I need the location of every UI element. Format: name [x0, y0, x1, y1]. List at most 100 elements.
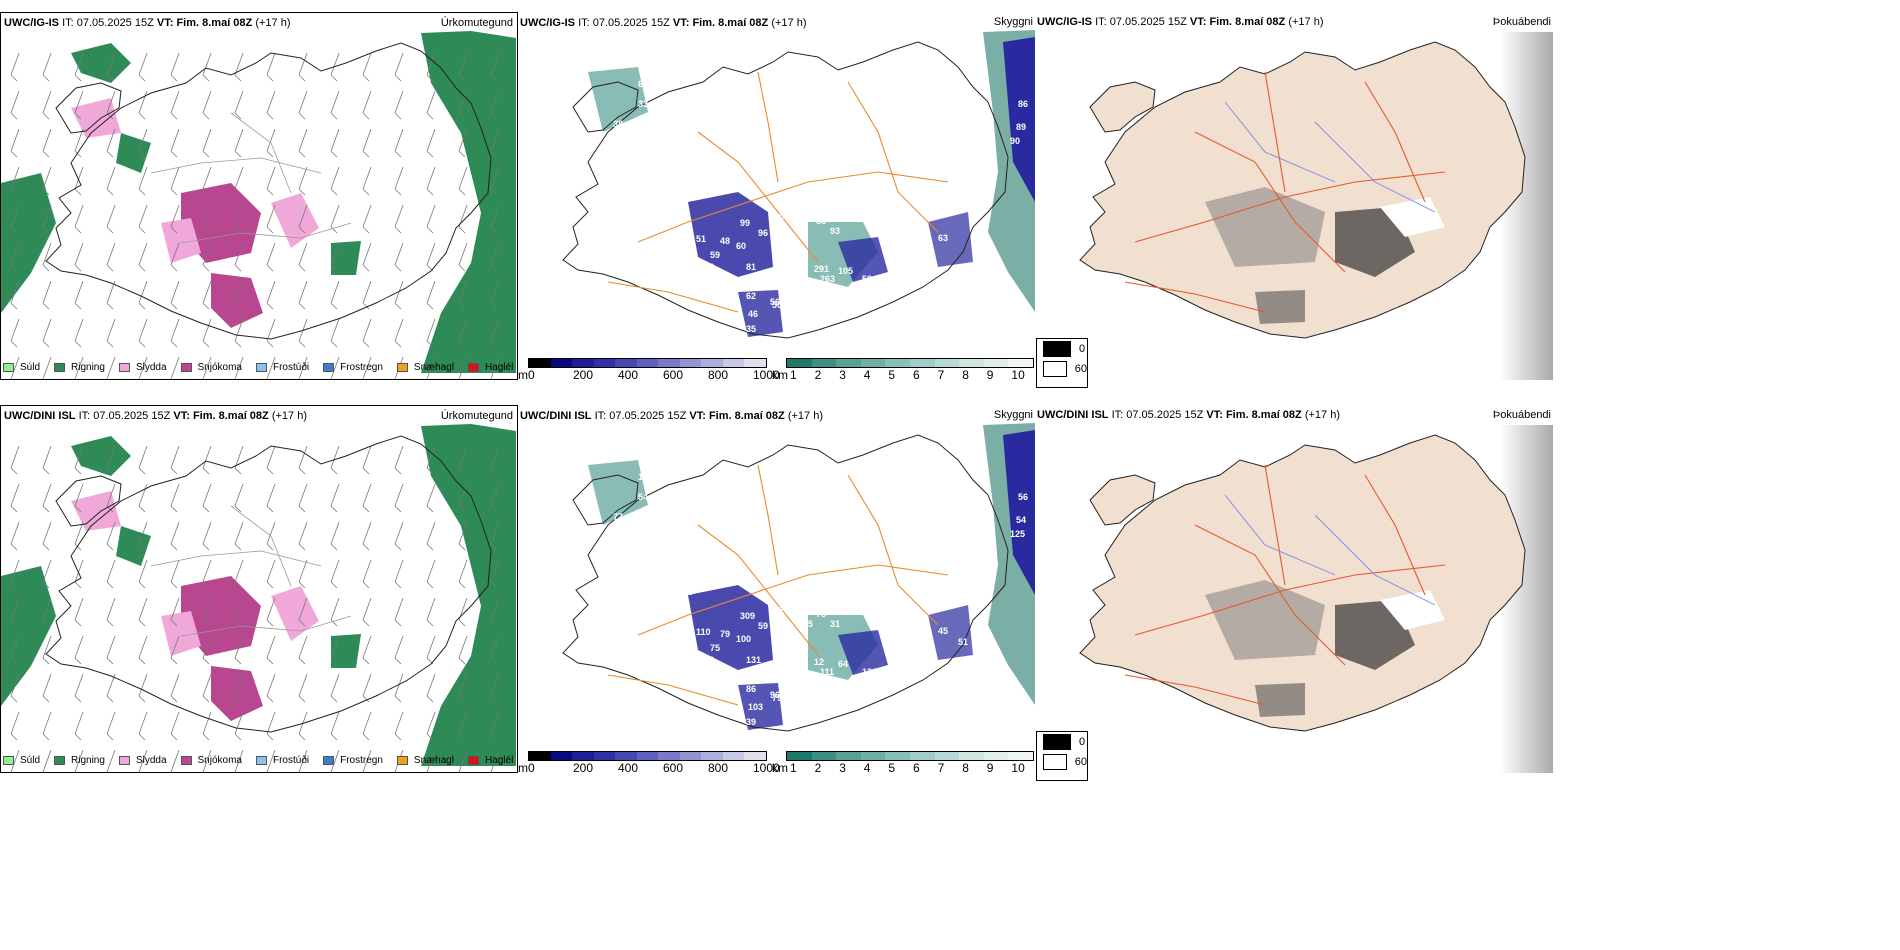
visibility-value-label: 59 — [758, 621, 768, 631]
visibility-value-label: 77 — [613, 512, 623, 522]
legend-item: Rigning — [54, 755, 105, 766]
legend-item: Snjókoma — [180, 362, 242, 373]
visibility-value-label: 41 — [920, 626, 930, 636]
precip-map — [1, 31, 516, 379]
visibility-value-label: 38 — [613, 119, 623, 129]
visibility-value-label: 35 — [746, 324, 756, 334]
fog-index-panel: UWC/IG-IS IT: 07.05.2025 15Z VT: Fim. 8.… — [1035, 12, 1553, 380]
visibility-value-label: 35 — [798, 226, 808, 236]
model-name: UWC/DINI ISL — [520, 410, 592, 422]
visibility-value-label: 105 — [838, 266, 853, 276]
visibility-value-label: 309 — [740, 611, 755, 621]
legend-swatch — [180, 756, 192, 765]
vis-bar-segment — [836, 359, 861, 367]
visibility-value-label: 90 — [1010, 136, 1020, 146]
height-bar-segment — [529, 359, 551, 367]
height-tick: 1000 — [753, 761, 780, 775]
vis-tick: 2 — [814, 368, 822, 382]
height-bar-segment — [550, 359, 573, 367]
visibility-value-label: 100 — [736, 634, 751, 644]
visibility-value-label: 31 — [830, 619, 840, 629]
visibility-panel: 64 85 86 89 90 33 38 79 97 60 99 80 96 86 93 35 51 48 60 59… — [518, 12, 1035, 380]
vis-bar-segment — [909, 359, 935, 367]
height-tick: 600 — [663, 368, 684, 382]
model-name: UWC/IG-IS — [1037, 16, 1092, 28]
visibility-ticks: km 1 2 3 4 5 6 7 8 9 10 — [772, 368, 1034, 384]
vis-tick: 2 — [814, 761, 822, 775]
vis-tick: 6 — [913, 368, 920, 382]
visibility-value-label: 56 — [1018, 492, 1028, 502]
vis-bar-segment — [1008, 752, 1033, 760]
height-ticks: m 0 200 400 600 800 1000 — [518, 761, 780, 777]
visibility-value-label: 97 — [678, 194, 688, 204]
visibility-value-label: 51 — [696, 234, 706, 244]
precip-type-panel: UWC/IG-IS IT: 07.05.2025 15Z VT: Fim. 8.… — [0, 12, 518, 380]
legend-item: Slydda — [118, 362, 167, 373]
model-name: UWC/IG-IS — [520, 17, 575, 29]
visibility-value-label: 33 — [638, 99, 648, 109]
fog-swatch — [1043, 734, 1071, 750]
height-bar-segment — [722, 752, 745, 760]
vis-tick: 9 — [986, 368, 994, 382]
vis-tick: 8 — [962, 761, 969, 775]
legend-item: Haglél — [467, 755, 513, 766]
fog-swatch — [1043, 341, 1071, 357]
height-bar-segment — [744, 752, 767, 760]
visibility-value-label: 96 — [758, 228, 768, 238]
wind-barbs — [10, 445, 500, 772]
visibility-value-label: 86 — [816, 216, 826, 226]
height-unit: m — [518, 368, 528, 382]
visibility-value-label: 54 — [638, 492, 648, 502]
visibility-colorbar — [786, 358, 1034, 368]
visibility-value-label: 131 — [746, 655, 761, 665]
visibility-value-label: 291 — [814, 264, 829, 274]
legend-item: Frostregn — [323, 362, 383, 373]
visibility-value-label: 67 — [883, 462, 893, 472]
visibility-value-label: 54 — [920, 233, 930, 243]
visibility-value-label: 67 — [806, 282, 816, 292]
visibility-value-label: 54 — [1016, 515, 1026, 525]
visibility-value-label: 73 — [704, 262, 714, 272]
height-bar-segment — [572, 359, 594, 367]
height-tick: 400 — [618, 761, 639, 775]
vis-tick: 5 — [888, 761, 896, 775]
visibility-value-label: 12 — [814, 657, 824, 667]
visibility-panel-title: UWC/IG-IS IT: 07.05.2025 15Z VT: Fim. 8.… — [520, 17, 807, 29]
panel-label: Úrkomutegund — [440, 17, 513, 29]
height-bar-segment — [550, 752, 573, 760]
precip-map — [1, 424, 516, 772]
visibility-value-label: 85 — [883, 69, 893, 79]
height-colorbar — [528, 358, 767, 368]
visibility-value-label: 130 — [862, 667, 877, 677]
legend-item: Snæhagl — [396, 362, 454, 373]
vis-unit: km — [772, 761, 788, 775]
vis-tick: 9 — [986, 761, 994, 775]
visibility-value-label: 56 — [770, 297, 780, 307]
height-bar-segment — [722, 359, 745, 367]
legend-item: Súld — [3, 362, 40, 373]
vis-bar-segment — [836, 752, 861, 760]
vis-bar-segment — [885, 752, 910, 760]
visibility-labels: 64 85 86 89 90 33 38 79 97 60 99 80 96 86 93 35 51 48 60 59… — [613, 69, 1028, 334]
visibility-value-label: 89 — [1016, 122, 1026, 132]
legend-swatch — [323, 363, 335, 372]
visibility-value-label: 110 — [696, 627, 711, 637]
height-bar-segment — [529, 752, 551, 760]
visibility-value-label: 103 — [748, 702, 763, 712]
height-colorbar — [528, 751, 767, 761]
visibility-value-label: 80 — [774, 212, 784, 222]
model-name: UWC/DINI ISL — [1037, 409, 1109, 421]
visibility-value-label: 110 — [663, 599, 678, 609]
legend-item: Súld — [3, 755, 40, 766]
legend-swatch — [3, 756, 14, 765]
legend-swatch — [255, 756, 267, 765]
visibility-value-label: 62 — [746, 291, 756, 301]
visibility-panel: 166 67 56 54 125 54 77 145 105 110 309 327 59 76 31 165… — [518, 405, 1035, 773]
visibility-value-label: 46 — [748, 309, 758, 319]
fog-legend-item: 0 — [1037, 732, 1087, 752]
visibility-value-label: 79 — [772, 693, 782, 703]
height-bar-segment — [615, 752, 637, 760]
visibility-panel-title: UWC/DINI ISL IT: 07.05.2025 15Z VT: Fim.… — [520, 410, 823, 422]
visibility-value-label: 59 — [710, 250, 720, 260]
vis-bar-segment — [860, 752, 886, 760]
